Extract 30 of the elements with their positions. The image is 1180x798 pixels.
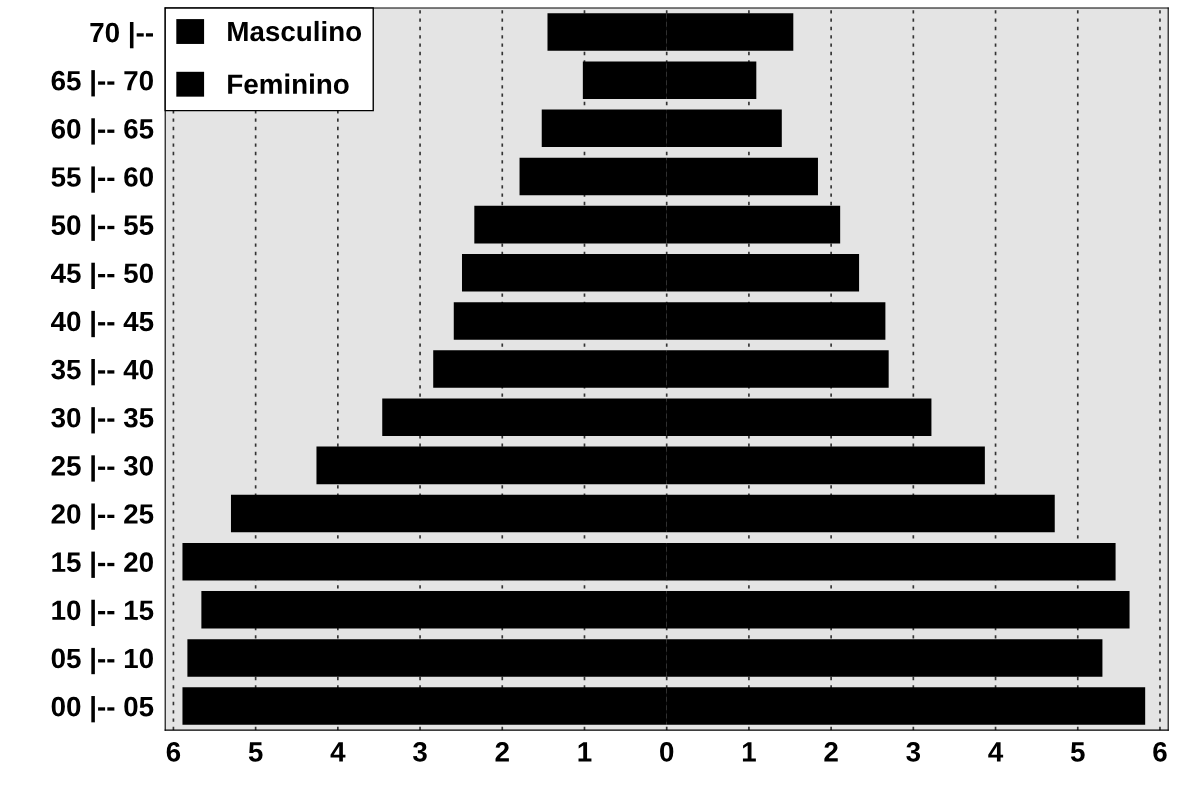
- x-tick-label: 0: [660, 742, 674, 762]
- x-tick-label: 4: [330, 742, 346, 762]
- y-tick-label: 45 |-- 50: [51, 262, 153, 290]
- x-tick-label: 5: [248, 742, 263, 762]
- y-tick-label: 05 |-- 10: [51, 647, 153, 675]
- x-tick-label: 2: [824, 742, 838, 762]
- x-tick-label: 3: [906, 742, 921, 762]
- x-tick-label: 3: [412, 742, 427, 762]
- x-tick-label: 6: [1153, 742, 1167, 762]
- x-tick-label: 2: [495, 742, 509, 762]
- y-tick-label: 30 |-- 35: [51, 407, 154, 434]
- y-tick-label: 20 |-- 25: [51, 503, 154, 530]
- y-tick-label: 25 |-- 30: [51, 455, 153, 482]
- legend-label: Masculino: [228, 20, 362, 42]
- y-tick-label: 70 |--: [90, 21, 153, 49]
- legend-label: Feminino: [228, 73, 349, 95]
- y-tick-label: 15 |-- 20: [52, 551, 153, 578]
- x-tick-label: 1: [742, 742, 756, 762]
- x-tick-label: 4: [988, 742, 1004, 762]
- y-tick-label: 40 |-- 45: [51, 310, 154, 338]
- y-tick-label: 65 |-- 70: [51, 70, 153, 97]
- y-tick-label: 50 |-- 55: [51, 214, 154, 241]
- x-tick-label: 6: [166, 742, 181, 762]
- y-tick-label: 60 |-- 65: [51, 118, 154, 145]
- x-tick-label: 1: [578, 742, 592, 762]
- y-tick-label: 35 |-- 40: [51, 359, 153, 386]
- y-tick-label: 55 |-- 60: [51, 166, 153, 193]
- y-tick-label: 00 |-- 05: [51, 696, 154, 723]
- y-tick-label: 10 |-- 15: [52, 599, 154, 627]
- x-tick-label: 5: [1070, 742, 1085, 762]
